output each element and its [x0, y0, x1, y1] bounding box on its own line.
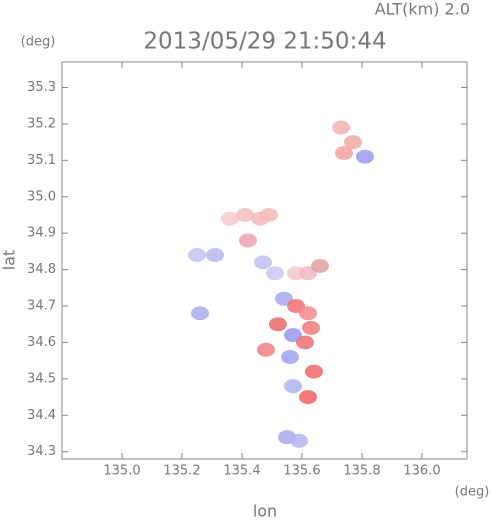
x-unit: (deg): [455, 485, 490, 500]
echo: [254, 255, 272, 270]
echo: [221, 211, 239, 226]
y-tick-label: 35.1: [27, 153, 56, 168]
echo: [260, 207, 278, 222]
echo: [305, 364, 323, 379]
y-axis-label: lat: [0, 250, 19, 271]
echo: [311, 258, 329, 273]
y-tick-label: 35.3: [27, 80, 56, 95]
echo: [296, 335, 314, 350]
echo: [206, 248, 224, 263]
echo: [299, 306, 317, 321]
x-tick-label: 136.0: [403, 464, 440, 479]
x-tick-label: 135.0: [103, 464, 140, 479]
echo: [290, 433, 308, 448]
x-tick-label: 135.6: [283, 464, 320, 479]
y-tick-label: 34.6: [27, 335, 56, 350]
echo: [302, 320, 320, 335]
echo: [239, 233, 257, 248]
y-unit: (deg): [21, 35, 56, 50]
echo: [332, 120, 350, 135]
y-tick-label: 34.3: [27, 444, 56, 459]
plot-frame: [61, 61, 468, 460]
y-tick-label: 34.8: [27, 262, 56, 277]
echo: [356, 149, 374, 164]
echo: [236, 207, 254, 222]
echo: [188, 248, 206, 263]
echo: [191, 306, 209, 321]
echo: [266, 266, 284, 281]
echo: [344, 135, 362, 150]
chart-title: 2013/05/29 21:50:44: [143, 29, 386, 55]
echo: [269, 317, 287, 332]
echo: [335, 146, 353, 161]
altitude-label: ALT(km) 2.0: [375, 0, 470, 19]
echo: [284, 379, 302, 394]
y-tick-label: 35.0: [27, 189, 56, 204]
x-tick-label: 135.8: [343, 464, 380, 479]
y-tick-label: 35.2: [27, 116, 56, 131]
x-axis-label: lon: [253, 502, 277, 521]
y-tick-label: 34.4: [27, 408, 56, 423]
echo: [299, 390, 317, 405]
x-tick-label: 135.2: [163, 464, 200, 479]
y-tick-label: 34.9: [27, 226, 56, 241]
echo: [281, 350, 299, 365]
x-tick-label: 135.4: [223, 464, 260, 479]
y-tick-label: 34.7: [27, 299, 56, 314]
y-tick-label: 34.5: [27, 371, 56, 386]
echo: [257, 342, 275, 357]
